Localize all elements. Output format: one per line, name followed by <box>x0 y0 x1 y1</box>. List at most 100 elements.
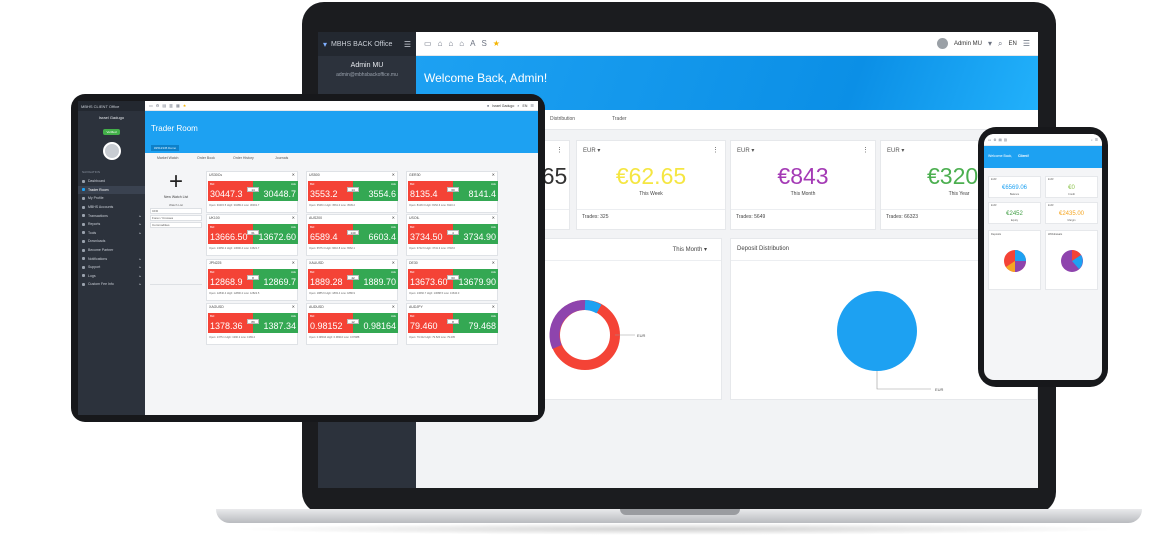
chart-icon[interactable]: ▥ <box>169 103 173 108</box>
more-options-icon[interactable]: ⋮ <box>712 147 719 154</box>
tab-distribution[interactable]: Distribution <box>550 116 576 122</box>
close-icon[interactable]: ✕ <box>291 172 295 177</box>
tab-market-watch[interactable]: Market Watch <box>157 156 179 160</box>
toolbar-letter-a[interactable]: A <box>470 39 476 48</box>
bank-icon-2[interactable]: ⌂ <box>448 39 454 48</box>
tab-order-book[interactable]: Order Book <box>197 156 215 160</box>
close-icon[interactable]: ✕ <box>491 215 495 220</box>
top-user-name[interactable]: Israel Gadugo <box>492 103 515 108</box>
tab-order-history[interactable]: Order History <box>233 156 254 160</box>
close-icon[interactable]: ✕ <box>391 215 395 220</box>
gear-icon[interactable]: ⚙ <box>993 137 997 142</box>
list-menu-icon[interactable]: ☰ <box>1022 39 1030 48</box>
star-icon[interactable]: ★ <box>182 103 187 108</box>
close-icon[interactable]: ✕ <box>391 304 395 309</box>
monitor-icon[interactable]: ▭ <box>424 39 432 48</box>
sidebar-item-support[interactable]: Support ▸ <box>78 263 145 272</box>
sidebar-item-downloads[interactable]: Downloads <box>78 237 145 246</box>
quote-tile[interactable]: XAUUSD ✕ Bid 1889.28 Ask 1889.70 42 Open: 1885.… <box>306 259 398 301</box>
close-icon[interactable]: ✕ <box>491 304 495 309</box>
sell-button[interactable]: Bid 8135.4 <box>408 181 453 201</box>
top-user-name[interactable]: Admin MU <box>953 40 982 47</box>
sidebar-item-my-profile[interactable]: My Profile <box>78 194 145 203</box>
gear-icon[interactable]: ⚙ <box>155 103 160 108</box>
sell-button[interactable]: Bid 13673.60 <box>408 269 453 289</box>
close-icon[interactable]: ✕ <box>291 215 295 220</box>
currency-selector[interactable]: EUR ▾ <box>887 148 905 154</box>
chart-icon[interactable]: ▥ <box>1003 137 1008 142</box>
period-filter[interactable]: This Month ▾ <box>672 247 707 253</box>
tab-journals[interactable]: Journals <box>275 156 289 160</box>
buy-button[interactable]: Ask 6603.4 <box>353 224 398 244</box>
close-icon[interactable]: ✕ <box>391 172 395 177</box>
buy-button[interactable]: Ask 8141.4 <box>453 181 498 201</box>
sell-button[interactable]: Bid 79.460 <box>408 313 453 333</box>
quote-tile[interactable]: DE30 ✕ Bid 13673.60 Ask 13679.90 63 Open: 13660… <box>406 259 498 301</box>
sidebar-item-mbhs-accounts[interactable]: MBHS Accounts <box>78 203 145 212</box>
buy-button[interactable]: Ask 13672.60 <box>253 224 298 244</box>
add-watchlist-button[interactable]: + <box>168 168 183 195</box>
tab-trader[interactable]: Trader <box>612 116 627 122</box>
buy-button[interactable]: Ask 30448.7 <box>253 181 298 201</box>
sidebar-item-trader-room[interactable]: Trader Room <box>78 185 145 195</box>
sidebar-item-transactions[interactable]: Transactions ▸ <box>78 211 145 220</box>
currency-selector[interactable]: EUR ▾ <box>737 148 755 154</box>
sidebar-item-logs[interactable]: Logs ▸ <box>78 272 145 281</box>
bank-icon-3[interactable]: ⌂ <box>459 39 465 48</box>
sell-button[interactable]: Bid 3734.50 <box>408 224 453 244</box>
quote-tile[interactable]: JPN225 ✕ Bid 12868.9 Ask 12869.7 8 Open: 12840.… <box>206 259 298 301</box>
sell-button[interactable]: Bid 13666.50 <box>208 224 253 244</box>
list-menu-icon[interactable]: ☰ <box>1094 137 1098 142</box>
quote-tile[interactable]: UK100 ✕ Bid 13666.50 Ask 13672.60 61 Open: 1365… <box>206 214 298 256</box>
list-menu-icon[interactable]: ☰ <box>530 103 534 108</box>
sell-button[interactable]: Bid 6589.4 <box>308 224 353 244</box>
hamburger-menu-icon[interactable]: ☰ <box>403 39 411 49</box>
sidebar-item-tools[interactable]: Tools ▸ <box>78 229 145 238</box>
close-icon[interactable]: ✕ <box>491 260 495 265</box>
quote-tile[interactable]: GER30 ✕ Bid 8135.4 Ask 8141.4 60 Open: 8128.3 H… <box>406 171 498 213</box>
currency-selector[interactable]: EUR ▾ <box>583 148 601 154</box>
buy-button[interactable]: Ask 12869.7 <box>253 269 298 289</box>
doc-icon[interactable]: ▤ <box>998 137 1002 142</box>
search-icon[interactable]: ⌕ <box>998 38 1003 48</box>
account-chip[interactable]: #2512345 Demo <box>151 145 180 151</box>
avatar-small-icon[interactable]: ● <box>486 103 490 108</box>
toolbar-letter-s[interactable]: S <box>481 39 487 48</box>
quote-tile[interactable]: AUS200 ✕ Bid 6589.4 Ask 6603.4 140 Open: 6575.3… <box>306 214 398 256</box>
language-selector[interactable]: EN <box>1008 40 1017 47</box>
buy-button[interactable]: Ask 1889.70 <box>353 269 398 289</box>
close-icon[interactable]: ✕ <box>491 172 495 177</box>
star-icon[interactable]: ★ <box>492 39 500 48</box>
buy-button[interactable]: Ask 3734.90 <box>453 224 498 244</box>
close-icon[interactable]: ✕ <box>291 304 295 309</box>
calendar-icon[interactable]: ▦ <box>175 103 180 108</box>
sidebar-item-become-partner[interactable]: Become Partner <box>78 246 145 255</box>
search-icon[interactable]: ⌕ <box>517 103 520 108</box>
sell-button[interactable]: Bid 1889.28 <box>308 269 353 289</box>
quote-tile[interactable]: AUDJPY ✕ Bid 79.460 Ask 79.468 8 Open: 79.312 H… <box>406 303 498 345</box>
buy-button[interactable]: Ask 0.98164 <box>353 313 398 333</box>
sell-button[interactable]: Bid 30447.3 <box>208 181 253 201</box>
close-icon[interactable]: ✕ <box>291 260 295 265</box>
watchlist-row[interactable]: CFD <box>150 208 202 214</box>
sell-button[interactable]: Bid 12868.9 <box>208 269 253 289</box>
close-icon[interactable]: ✕ <box>391 260 395 265</box>
quote-tile[interactable]: US30Cs ✕ Bid 30447.3 Ask 30448.7 14 Open: 30415… <box>206 171 298 213</box>
watchlist-row[interactable]: Forex / Crosses <box>150 215 202 221</box>
quote-tile[interactable]: USOIL ✕ Bid 3734.50 Ask 3734.90 4 Open: 3722.6 … <box>406 214 498 256</box>
more-options-icon[interactable]: ⋮ <box>556 147 563 154</box>
sell-button[interactable]: Bid 0.98152 <box>308 313 353 333</box>
sidebar-item-custom-fee-info[interactable]: Custom Fee Info ▸ <box>78 280 145 289</box>
chevron-down-icon[interactable]: ▾ <box>987 39 992 48</box>
quote-tile[interactable]: US500 ✕ Bid 3553.2 Ask 3554.6 14 Open: 3548.1 H… <box>306 171 398 213</box>
buy-button[interactable]: Ask 3554.6 <box>353 181 398 201</box>
sell-button[interactable]: Bid 3553.2 <box>308 181 353 201</box>
sidebar-item-dashboard[interactable]: Dashboard <box>78 177 145 186</box>
bank-icon[interactable]: ⌂ <box>437 39 443 48</box>
watchlist-row[interactable]: Commodities <box>150 222 202 228</box>
monitor-icon[interactable]: ▭ <box>988 137 992 142</box>
sidebar-item-reports[interactable]: Reports ▸ <box>78 220 145 229</box>
avatar[interactable] <box>936 38 948 49</box>
sell-button[interactable]: Bid 1378.36 <box>208 313 253 333</box>
quote-tile[interactable]: AUDUSD ✕ Bid 0.98152 Ask 0.98164 12 Open: 0.980… <box>306 303 398 345</box>
